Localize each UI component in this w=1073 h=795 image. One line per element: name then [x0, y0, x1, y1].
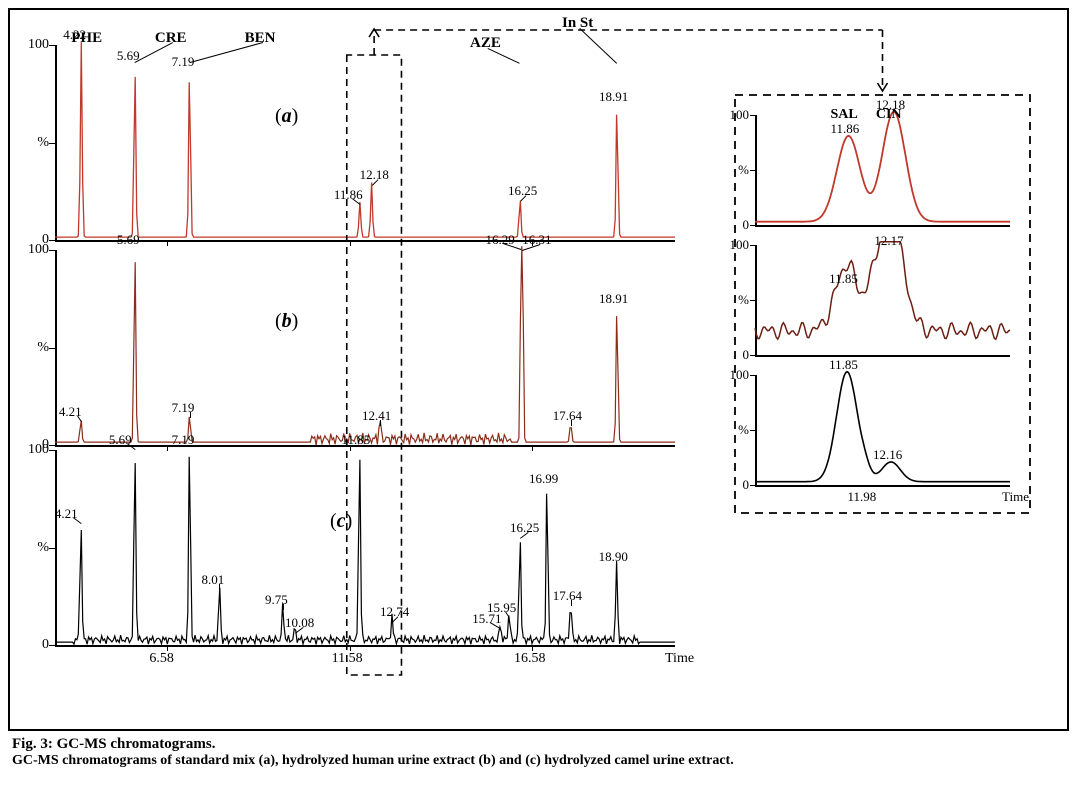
inset-peak-label: 11.85: [829, 357, 858, 373]
inset-x-title: Time: [1002, 489, 1029, 505]
inset-chromatogram-1: [755, 245, 1010, 355]
inset-y-label: 0: [717, 477, 749, 493]
inset-peak-label: 11.85: [829, 271, 858, 287]
inset-y-label: 100: [717, 107, 749, 123]
inset-compound-sal: SAL: [831, 107, 858, 123]
inset-x-axis-2: [755, 485, 1010, 487]
inset-x-axis-1: [755, 355, 1010, 357]
inset-peak-label-below: 11.98: [848, 489, 877, 505]
figure-caption: Fig. 3: GC-MS chromatograms. GC-MS chrom…: [12, 736, 734, 769]
caption-body: GC-MS chromatograms of standard mix (a),…: [12, 753, 734, 769]
inset-peak-label: 12.17: [874, 233, 903, 249]
inset-y-label: 0: [717, 217, 749, 233]
inset-peak-label: 11.86: [831, 121, 860, 137]
inset-y-label: %: [717, 162, 749, 178]
inset-chromatogram-2: [755, 375, 1010, 485]
caption-title: Fig. 3: GC-MS chromatograms.: [12, 736, 734, 753]
inset-x-axis-0: [755, 225, 1010, 227]
inset-peak-label: 12.16: [873, 447, 902, 463]
inset-compound-cin: CIN: [876, 107, 902, 123]
inset-y-label: 100: [717, 237, 749, 253]
inset-y-label: 100: [717, 367, 749, 383]
inset-y-label: 0: [717, 347, 749, 363]
inset-chromatogram-0: [755, 115, 1010, 225]
inset-y-label: %: [717, 292, 749, 308]
inset-y-label: %: [717, 422, 749, 438]
